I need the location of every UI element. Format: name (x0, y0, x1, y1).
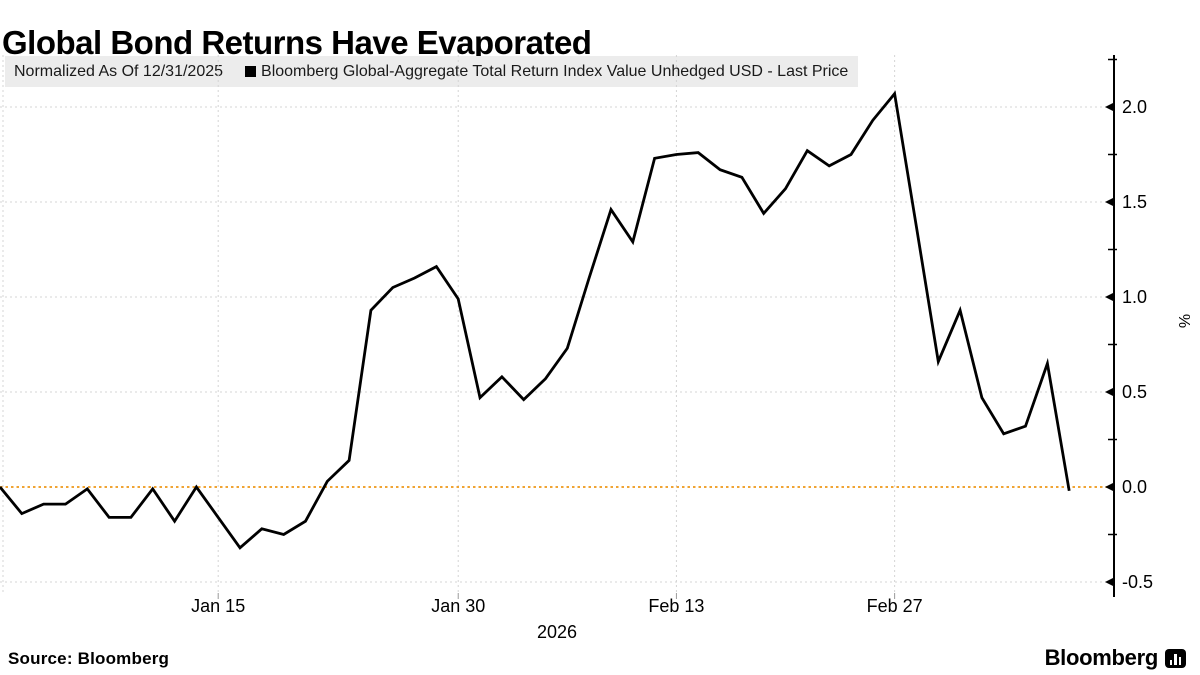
x-tick-label: Feb 27 (866, 596, 923, 616)
y-tick-label: 0.0 (1122, 477, 1148, 497)
y-axis-unit-label: % (1175, 313, 1192, 329)
source-note: Source: Bloomberg (8, 649, 170, 668)
y-tick-label: 0.5 (1122, 382, 1148, 402)
legend-normalized-label: Normalized As Of 12/31/2025 (14, 62, 224, 80)
x-axis-year-label: 2026 (536, 622, 578, 642)
series-swatch-icon (245, 66, 257, 77)
x-tick-label: Jan 30 (431, 596, 486, 616)
y-tick-label: 1.5 (1122, 192, 1148, 212)
bloomberg-logo-text: Bloomberg (1044, 645, 1159, 670)
x-tick-label: Jan 15 (191, 596, 246, 616)
y-tick-label: 1.0 (1122, 287, 1148, 307)
y-tick-label: -0.5 (1122, 572, 1154, 592)
legend-series-label: Bloomberg Global-Aggregate Total Return … (261, 62, 849, 80)
bloomberg-logo: Bloomberg (1045, 645, 1186, 671)
series-line (0, 90, 1071, 550)
chart-legend: Normalized As Of 12/31/2025 Bloomberg Gl… (5, 56, 859, 87)
y-tick-label: 2.0 (1122, 97, 1148, 117)
x-tick-label: Feb 13 (648, 596, 705, 616)
chart-title: Global Bond Returns Have Evaporated (2, 24, 592, 62)
bar-chart-icon (1165, 648, 1186, 668)
